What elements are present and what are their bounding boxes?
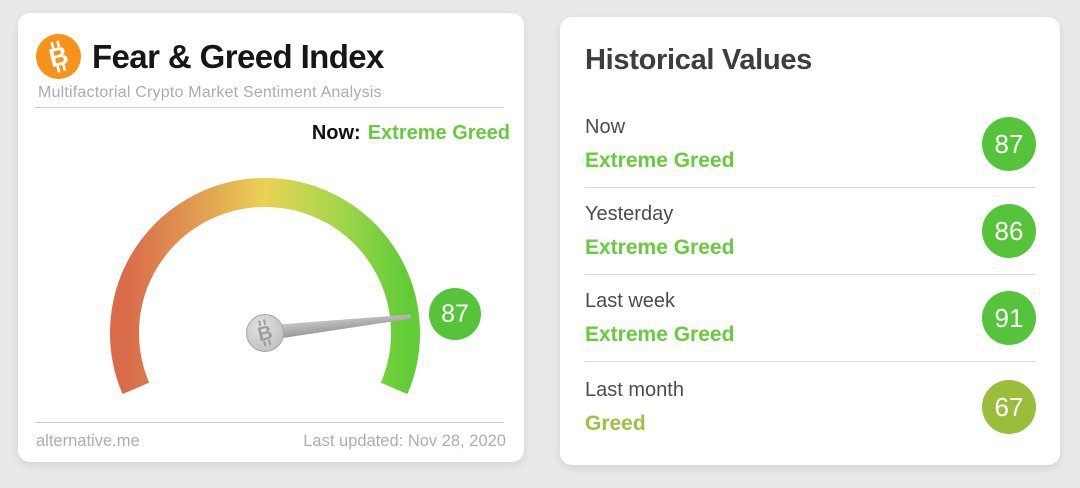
- history-row-now: Now Extreme Greed 87: [585, 101, 1036, 188]
- footer-divider: [35, 422, 504, 423]
- now-sentiment-value: Extreme Greed: [367, 122, 510, 144]
- row-sentiment: Extreme Greed: [585, 148, 735, 172]
- header-divider: [35, 107, 504, 108]
- last-updated-text: Last updated: Nov 28, 2020: [303, 432, 506, 450]
- row-sentiment: Extreme Greed: [585, 322, 735, 346]
- row-texts: Now Extreme Greed: [585, 116, 734, 173]
- row-value-badge: 91: [982, 291, 1036, 345]
- row-sentiment: Greed: [585, 411, 646, 435]
- gauge-value-badge: 87: [429, 288, 481, 340]
- source-link[interactable]: alternative.me: [36, 432, 140, 450]
- fear-greed-card: B Fear & Greed Index Multifactorial Cryp…: [18, 13, 524, 462]
- row-period-label: Yesterday: [585, 202, 674, 225]
- gauge-hub: B: [246, 314, 284, 352]
- hub-bitcoin-glyph: B: [256, 322, 275, 347]
- now-label: Now:: [311, 122, 361, 144]
- bitcoin-logo-icon: B: [36, 34, 81, 79]
- historical-title: Historical Values: [585, 44, 813, 76]
- page-title: Fear & Greed Index: [92, 37, 384, 75]
- card-header: B Fear & Greed Index: [36, 34, 384, 79]
- historical-values-card: Historical Values Now Extreme Greed 87 Y…: [560, 17, 1060, 465]
- row-value-badge: 86: [982, 204, 1036, 258]
- history-row-yesterday: Yesterday Extreme Greed 86: [585, 188, 1036, 275]
- gauge-arc: [110, 178, 420, 395]
- history-row-last-week: Last week Extreme Greed 91: [585, 275, 1036, 362]
- row-period-label: Last month: [585, 378, 684, 401]
- page-subtitle: Multifactorial Crypto Market Sentiment A…: [38, 84, 382, 101]
- row-texts: Last month Greed: [585, 379, 684, 436]
- historical-rows: Now Extreme Greed 87 Yesterday Extreme G…: [585, 101, 1036, 452]
- gauge-chart: B: [110, 178, 420, 395]
- row-period-label: Now: [585, 115, 626, 138]
- card-footer: alternative.me Last updated: Nov 28, 202…: [36, 432, 506, 451]
- gauge-needle: [266, 314, 412, 341]
- row-value-badge: 67: [982, 380, 1036, 434]
- row-value-badge: 87: [982, 117, 1036, 171]
- row-texts: Last week Extreme Greed: [585, 290, 734, 347]
- current-sentiment-line: Now: Extreme Greed: [312, 122, 510, 145]
- row-texts: Yesterday Extreme Greed: [585, 203, 734, 260]
- row-sentiment: Extreme Greed: [585, 235, 735, 259]
- row-period-label: Last week: [585, 289, 676, 312]
- history-row-last-month: Last month Greed 67: [585, 362, 1036, 452]
- gauge-area: B 87: [18, 153, 524, 408]
